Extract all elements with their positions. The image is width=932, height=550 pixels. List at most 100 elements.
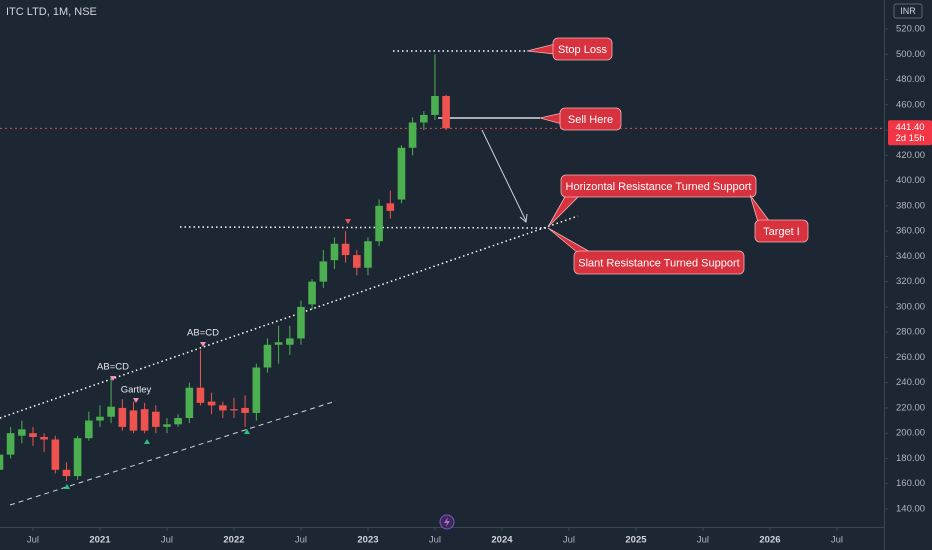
- y-tick-label: 240.00: [896, 377, 925, 388]
- last-price-label: 441.40: [895, 122, 924, 133]
- candle-body: [420, 114, 428, 123]
- candle-body: [442, 95, 450, 129]
- y-tick-label: 360.00: [896, 226, 925, 237]
- y-tick-label: 200.00: [896, 428, 925, 439]
- y-tick-label: 400.00: [896, 175, 925, 186]
- arrow-line: [481, 129, 527, 222]
- candle-body: [408, 122, 417, 148]
- pattern-marker: [133, 398, 139, 403]
- callout-box: [559, 107, 622, 131]
- y-tick-label: 500.00: [896, 49, 925, 60]
- candle-body: [118, 407, 127, 427]
- candle-body: [386, 203, 395, 211]
- candle-body: [219, 405, 227, 411]
- candle-body: [196, 387, 205, 403]
- pattern-label: Gartley: [121, 385, 152, 396]
- x-tick-label: Jul: [429, 535, 441, 546]
- signal-marker: [345, 219, 351, 224]
- x-tick-label: Jul: [697, 535, 709, 546]
- candle-body: [364, 241, 372, 268]
- pattern-label: AB=CD: [187, 328, 219, 339]
- y-tick-label: 160.00: [896, 478, 925, 489]
- candle-body: [51, 439, 60, 470]
- pattern-label: AB=CD: [97, 362, 129, 373]
- candle-body: [185, 387, 194, 419]
- y-tick-label: 180.00: [896, 453, 925, 464]
- signal-marker: [144, 439, 150, 444]
- x-tick-label: Jul: [831, 535, 843, 546]
- y-tick-label: 280.00: [896, 327, 925, 338]
- candle-body: [252, 367, 261, 413]
- callout-label: Slant Resistance Turned Support: [578, 257, 739, 269]
- callout-box: [754, 219, 809, 243]
- x-tick-label: 2022: [223, 535, 244, 546]
- y-tick-label: 520.00: [896, 24, 925, 35]
- x-tick-label: 2023: [357, 535, 378, 546]
- chart-title: ITC LTD, 1M, NSE: [6, 6, 97, 18]
- candle-body: [397, 147, 406, 200]
- arrow-head: [519, 213, 528, 223]
- y-tick-label: 220.00: [896, 402, 925, 413]
- x-tick-label: 2021: [89, 535, 111, 546]
- y-tick-label: 260.00: [896, 352, 925, 363]
- y-tick-label: 140.00: [896, 503, 925, 514]
- x-tick-label: Jul: [27, 535, 39, 546]
- currency: INR: [900, 6, 916, 16]
- drawings: [0, 50, 579, 506]
- y-tick-label: 300.00: [896, 301, 925, 312]
- candle-body: [96, 416, 104, 421]
- candle-body: [308, 281, 316, 305]
- callout-box: [573, 250, 745, 275]
- pattern-marker: [200, 342, 206, 347]
- candle-body: [297, 306, 305, 339]
- candle-body: [152, 411, 160, 427]
- lower-trendline: [9, 400, 337, 506]
- x-tick-label: Jul: [161, 535, 173, 546]
- candle-body: [431, 95, 439, 115]
- candle-body: [73, 438, 82, 477]
- callout-label: Target I: [763, 226, 800, 238]
- y-tick-label: 340.00: [896, 251, 925, 262]
- callout-label: Sell Here: [568, 114, 613, 126]
- slant-trendline: [0, 215, 579, 419]
- y-tick-label: 480.00: [896, 74, 925, 85]
- candle-body: [330, 243, 339, 261]
- candle-body: [85, 420, 93, 439]
- y-tick-label: 460.00: [896, 99, 925, 110]
- candle-body: [107, 406, 115, 417]
- candle-body: [263, 344, 272, 368]
- candle-body: [319, 261, 328, 282]
- y-tick-label: 320.00: [896, 276, 925, 287]
- y-tick-label: 380.00: [896, 200, 925, 211]
- x-tick-label: 2025: [625, 535, 647, 546]
- candle-body: [18, 429, 26, 436]
- candle-body: [341, 243, 350, 256]
- candle-body: [163, 424, 171, 427]
- candle-body: [174, 418, 182, 425]
- currency-box: [893, 3, 923, 19]
- candle-body: [353, 255, 361, 268]
- pattern-marker: [110, 376, 116, 381]
- callout-box: [552, 37, 613, 61]
- callout-label: Stop Loss: [558, 44, 607, 56]
- signal-marker: [64, 484, 70, 489]
- candle-body: [62, 469, 71, 477]
- candle-body: [129, 410, 138, 431]
- candle-body: [230, 409, 238, 411]
- candle-body: [207, 401, 216, 406]
- candle-body: [241, 407, 249, 413]
- candle-body: [0, 454, 4, 470]
- last-price-box: [888, 120, 932, 146]
- y-tick-label: 420.00: [896, 150, 925, 161]
- x-tick-label: Jul: [563, 535, 575, 546]
- x-tick-label: 2024: [491, 535, 513, 546]
- candle-body: [6, 433, 15, 455]
- callout-label: Horizontal Resistance Turned Support: [566, 181, 752, 193]
- events-icon-bolt: [444, 517, 450, 527]
- horizontal-support: [179, 226, 549, 229]
- candle-body: [29, 433, 37, 437]
- x-tick-label: Jul: [295, 535, 307, 546]
